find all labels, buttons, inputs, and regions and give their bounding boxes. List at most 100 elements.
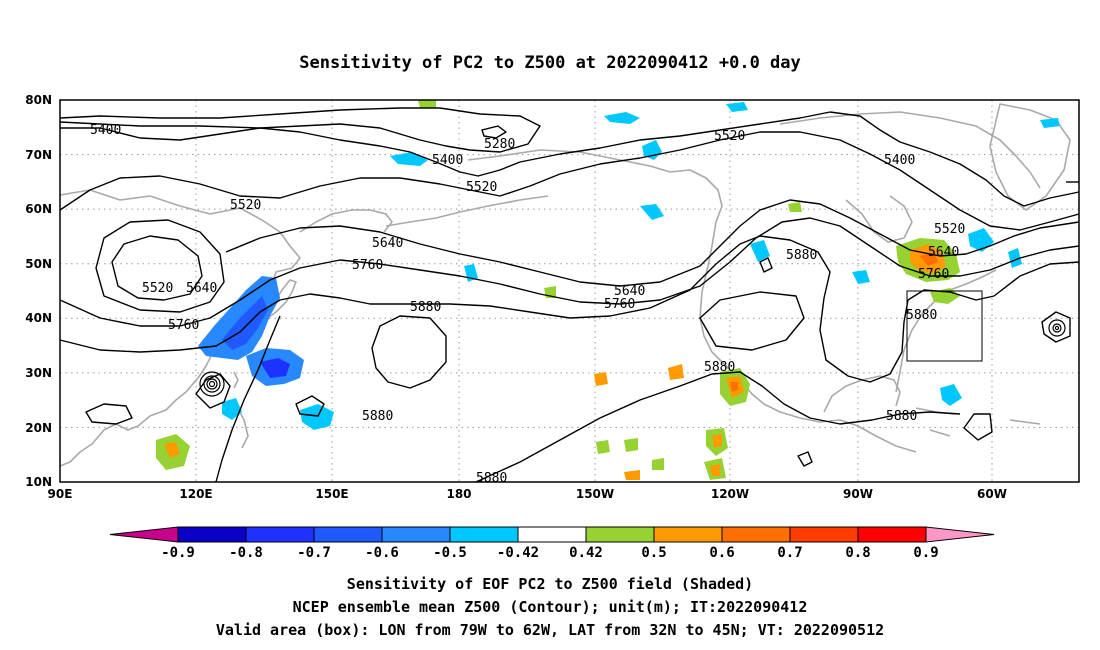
contour-5880-eastpac-loop	[699, 291, 805, 351]
contour-label: 5400	[90, 123, 121, 138]
colorbar-segment	[313, 526, 383, 543]
contour-5520-mid	[499, 131, 1080, 231]
lon-tick-label: 150E	[315, 487, 348, 501]
colorbar-segment	[789, 526, 859, 543]
contour-label: 5880	[362, 409, 393, 424]
lon-tick-label: 180	[446, 487, 471, 501]
lon-tick-label: 150W	[576, 487, 614, 501]
colorbar-label: 0.9	[913, 545, 938, 561]
contour-label: 5520	[230, 198, 261, 213]
lon-tick-label: 120E	[179, 487, 212, 501]
contour-5880-south	[475, 371, 961, 483]
lat-tick-label: 10N	[25, 475, 52, 489]
contour-5880-southwest	[195, 373, 231, 409]
coastline-north-america-west	[699, 221, 917, 453]
lat-tick-label: 40N	[25, 311, 52, 325]
coastline-gulf-of-mexico	[823, 375, 901, 413]
colorbar-segment	[517, 526, 587, 543]
lon-tick-label: 90W	[843, 487, 873, 501]
coastline-alaska	[467, 149, 723, 223]
contour-label: 5880	[786, 248, 817, 263]
pos-patch-baja-peak	[730, 382, 738, 392]
lon-tick-label: 60W	[977, 487, 1007, 501]
contour-label: 5520	[934, 222, 965, 237]
lat-tick-label: 50N	[25, 257, 52, 271]
map-frame	[59, 99, 1080, 483]
contour-5880-west-trough	[215, 315, 281, 483]
lat-tick-label: 30N	[25, 366, 52, 380]
coastline-canada-arctic	[779, 111, 1041, 189]
contour-label: 5280	[484, 137, 515, 152]
colorbar-label: 0.8	[845, 545, 870, 561]
contour-5880-us-loop	[1041, 311, 1071, 343]
colorbar-segment	[721, 526, 791, 543]
contour-label: 5640	[614, 284, 645, 299]
colorbar-segment	[245, 526, 315, 543]
contour-label: 5520	[714, 129, 745, 144]
neg-patch-florida	[940, 384, 962, 406]
contour-label: 5880	[906, 308, 937, 323]
valid-area-box	[906, 290, 983, 362]
contour-5760-main	[59, 217, 1080, 327]
coastline-north-america-east	[895, 269, 997, 393]
colorbar-label: -0.42	[497, 545, 539, 561]
contour-label: 5760	[352, 258, 383, 273]
contour-label: 5520	[466, 180, 497, 195]
contour-5880-small-c	[797, 451, 813, 467]
colorbar-high-end	[925, 526, 995, 543]
lat-tick-label: 60N	[25, 202, 52, 216]
pos-patch-small-a	[594, 372, 608, 386]
contour-label: 5880	[704, 360, 735, 375]
contour-5880-small-b	[295, 395, 325, 417]
colorbar-segment	[381, 526, 451, 543]
contour-5400-east	[829, 111, 1080, 207]
contour-5880-east-trough	[759, 235, 1080, 383]
pos-patch-newfoundland-peak	[920, 252, 938, 266]
pos-patch-small-d	[624, 364, 684, 480]
footer-line-1: Sensitivity of EOF PC2 to Z500 field (Sh…	[347, 575, 753, 593]
contour-label: 5400	[884, 153, 915, 168]
pos-patch-small-b	[596, 438, 664, 470]
contour-label: 5520	[142, 281, 173, 296]
colorbar-segment	[449, 526, 519, 543]
contour-label: 5640	[928, 245, 959, 260]
colorbar-label: -0.8	[229, 545, 263, 561]
lat-tick-label: 80N	[25, 93, 52, 107]
z500-contours	[59, 107, 1080, 483]
pos-patch-subtropic-b-core	[710, 464, 720, 476]
colorbar-label: -0.9	[161, 545, 195, 561]
lon-axis: 90E 120E 150E 180 150W 120W 90W 60W	[48, 487, 1007, 501]
coastline-taiwan-philippines	[233, 371, 249, 449]
contour-5880-small-d	[759, 257, 773, 273]
lat-axis: 80N 70N 60N 50N 40N 30N 20N 10N	[25, 93, 52, 489]
neg-patch-japan-core	[260, 358, 290, 378]
coastline-aleutians	[385, 195, 549, 227]
lon-tick-label: 120W	[711, 487, 749, 501]
colorbar: -0.9 -0.8 -0.7 -0.6 -0.5 -0.42 0.42 0.5 0.6 0.7 0.…	[109, 526, 995, 561]
colorbar-label: 0.5	[641, 545, 666, 561]
lon-tick-label: 90E	[48, 487, 73, 501]
neg-patch-pacific-south	[300, 404, 334, 430]
coastline-greenland	[989, 103, 1071, 211]
map-panel: 5400 5280 5400 5520 5400 5520 5520 5520 …	[59, 99, 1080, 486]
coastline-kamchatka	[299, 209, 393, 233]
lat-tick-label: 70N	[25, 148, 52, 162]
coastlines	[59, 103, 1071, 467]
contour-5280-closed	[481, 125, 507, 139]
colorbar-label: -0.5	[433, 545, 467, 561]
contour-5520-west	[59, 175, 501, 211]
colorbar-label: 0.6	[709, 545, 734, 561]
colorbar-label: -0.7	[297, 545, 331, 561]
neg-patch-great-lakes	[852, 270, 870, 284]
contour-5880-atlantic-loop	[963, 413, 993, 441]
colorbar-label: -0.6	[365, 545, 399, 561]
colorbar-label: 0.42	[569, 545, 603, 561]
contour-label: 5760	[168, 318, 199, 333]
colorbar-label: 0.7	[777, 545, 802, 561]
neg-patch-philippine-sea	[222, 398, 242, 420]
contour-label: 5640	[186, 281, 217, 296]
contour-label: 5640	[372, 236, 403, 251]
neg-patch-east-asia	[198, 276, 280, 360]
neg-patch-canada-east	[968, 228, 994, 252]
